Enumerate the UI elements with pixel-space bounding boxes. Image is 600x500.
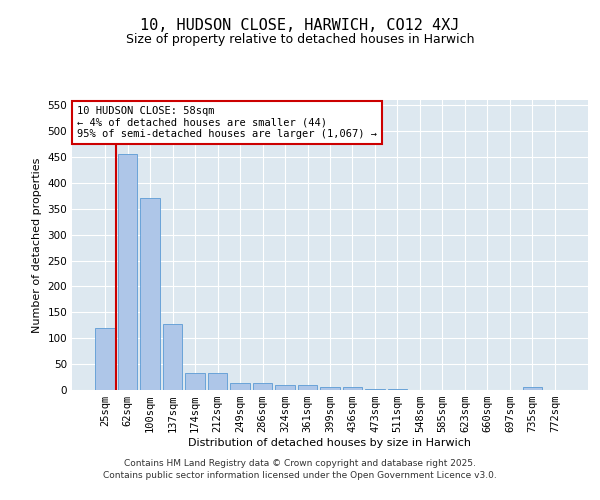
Y-axis label: Number of detached properties: Number of detached properties — [32, 158, 42, 332]
Text: Size of property relative to detached houses in Harwich: Size of property relative to detached ho… — [126, 32, 474, 46]
Bar — [275, 386, 295, 390]
Text: 10 HUDSON CLOSE: 58sqm
← 4% of detached houses are smaller (44)
95% of semi-deta: 10 HUDSON CLOSE: 58sqm ← 4% of detached … — [77, 106, 377, 139]
Bar — [230, 383, 250, 390]
Bar — [320, 388, 340, 390]
Text: Contains HM Land Registry data © Crown copyright and database right 2025.
Contai: Contains HM Land Registry data © Crown c… — [103, 458, 497, 480]
Bar — [298, 386, 317, 390]
Bar — [118, 154, 137, 390]
Bar — [343, 388, 362, 390]
Bar — [140, 198, 160, 390]
Bar — [95, 328, 115, 390]
Bar — [163, 324, 182, 390]
Bar — [523, 388, 542, 390]
Bar — [253, 383, 272, 390]
X-axis label: Distribution of detached houses by size in Harwich: Distribution of detached houses by size … — [188, 438, 472, 448]
Bar — [185, 373, 205, 390]
Bar — [208, 373, 227, 390]
Text: 10, HUDSON CLOSE, HARWICH, CO12 4XJ: 10, HUDSON CLOSE, HARWICH, CO12 4XJ — [140, 18, 460, 32]
